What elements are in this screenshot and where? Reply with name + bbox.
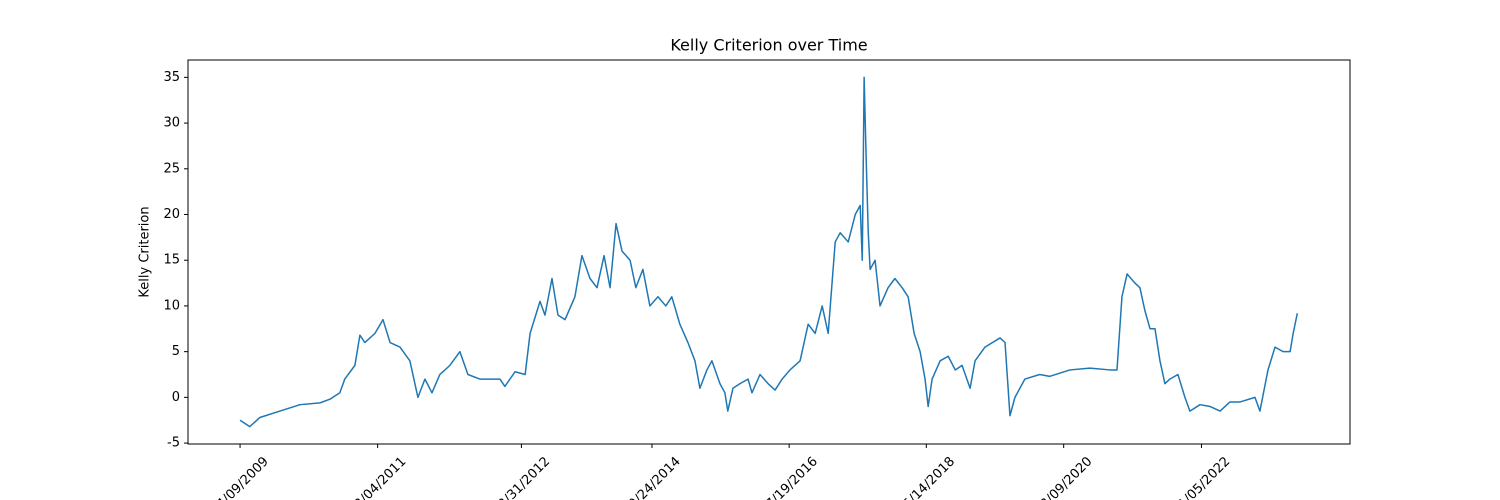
- y-axis-label: Kelly Criterion: [138, 206, 153, 297]
- y-tick-label: 5: [172, 344, 180, 359]
- y-tick-label: 25: [163, 161, 180, 176]
- x-tick-label: 07/19/2016: [757, 454, 821, 500]
- y-tick-label: 15: [163, 253, 180, 268]
- y-tick-label: 10: [163, 298, 180, 313]
- y-tick-label: 30: [163, 116, 180, 131]
- y-tick-label: 35: [163, 70, 180, 85]
- data-line: [239, 76, 1299, 428]
- x-tick-label: 01/05/2022: [1170, 454, 1234, 500]
- x-tick-label: 05/14/2018: [895, 454, 959, 500]
- y-tick-label: -5: [167, 436, 180, 451]
- plot-frame: [187, 59, 1351, 445]
- x-tick-label: 03/09/2020: [1032, 454, 1096, 500]
- y-tick-label: 0: [172, 390, 180, 405]
- y-tick-label: 20: [163, 207, 180, 222]
- chart-title: Kelly Criterion over Time: [670, 36, 867, 55]
- x-tick-label: 12/31/2012: [490, 454, 554, 500]
- x-tick-label: 09/24/2014: [620, 454, 684, 500]
- x-tick-label: 04/09/2009: [208, 454, 272, 500]
- x-tick-label: 02/04/2011: [346, 454, 410, 500]
